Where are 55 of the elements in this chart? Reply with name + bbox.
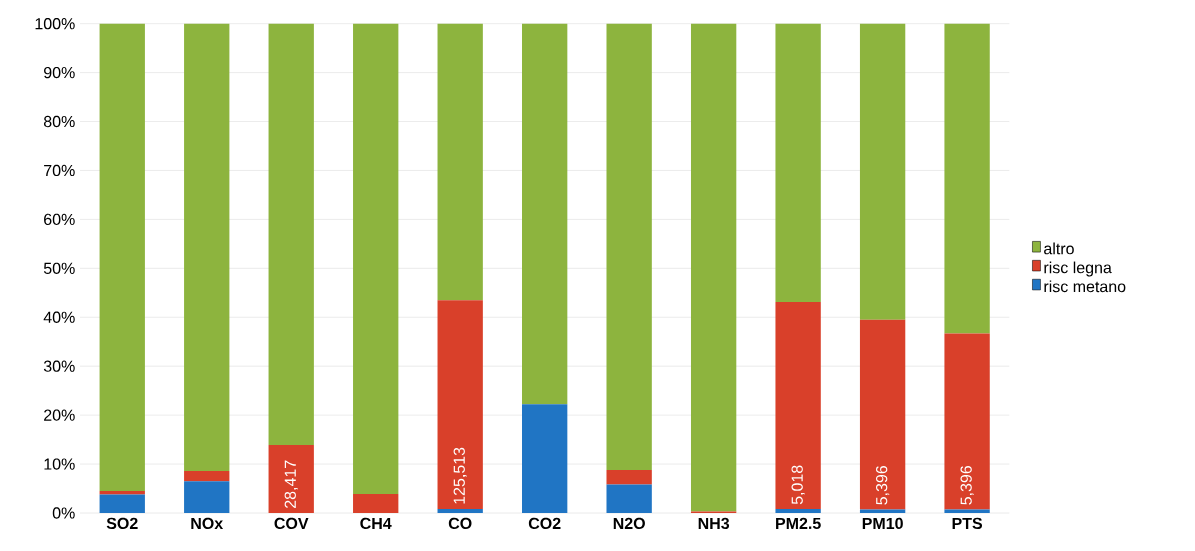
bar	[522, 23, 568, 405]
bar	[690, 23, 737, 512]
bar	[944, 23, 990, 334]
y-tick-label: 0%	[52, 507, 75, 519]
y-tick-label: 30%	[43, 360, 75, 372]
bar	[606, 484, 652, 513]
bar	[268, 444, 314, 513]
annotation: 28,417	[284, 460, 298, 508]
bar	[353, 493, 399, 513]
y-tick-label: 70%	[44, 164, 75, 177]
bar	[606, 469, 652, 485]
bar	[606, 23, 652, 470]
bar	[859, 319, 906, 510]
bar	[437, 23, 483, 301]
x-tick-label: NH3	[698, 517, 730, 530]
annotation: 5,396	[876, 465, 890, 505]
bar	[859, 23, 906, 320]
annotation: 125,513	[453, 447, 467, 504]
x-tick-label: COV	[274, 517, 309, 530]
bar	[775, 23, 821, 303]
x-tick-label: NOx	[191, 517, 224, 530]
bar	[184, 23, 230, 471]
x-tick-label: PTS	[952, 517, 983, 530]
x-tick-label: PM2.5	[776, 517, 821, 530]
x-tick-label: N2O	[613, 517, 645, 530]
x-tick-label: SO2	[106, 517, 138, 530]
annotation: 5,396	[960, 465, 974, 505]
y-tick-label: 50%	[43, 262, 75, 274]
legend-label: risc metano	[1044, 280, 1126, 293]
legend-label: risc legna	[1044, 261, 1112, 277]
x-tick-label: CO2	[528, 517, 561, 530]
y-tick-label: 80%	[43, 115, 75, 128]
x-tick-label: CO	[448, 517, 472, 530]
bar	[99, 494, 145, 513]
bar	[522, 404, 568, 513]
bar	[99, 23, 145, 491]
bar	[775, 302, 821, 510]
y-tick-label: 10%	[44, 458, 75, 470]
bar	[268, 23, 314, 445]
bar	[775, 509, 821, 513]
bar	[353, 23, 399, 494]
bar	[437, 509, 483, 513]
annotation: 5,018	[791, 465, 805, 505]
bar	[437, 300, 483, 510]
y-tick-label: 20%	[44, 409, 75, 421]
y-tick-label: 100%	[35, 18, 75, 30]
y-tick-label: 90%	[44, 66, 75, 79]
legend-label: altro	[1044, 242, 1074, 255]
bar	[184, 481, 230, 513]
bar	[184, 470, 230, 482]
x-tick-label: PM10	[862, 517, 903, 530]
y-tick-label: 40%	[43, 311, 75, 323]
bar	[944, 333, 990, 510]
x-tick-label: CH4	[360, 517, 392, 530]
y-tick-label: 60%	[44, 213, 75, 226]
